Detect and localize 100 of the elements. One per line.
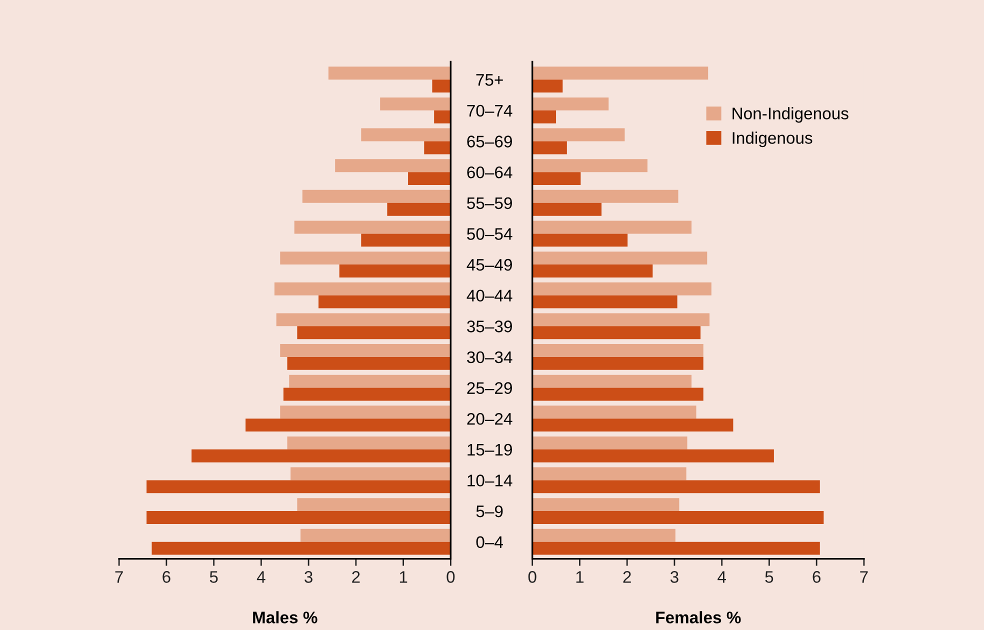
- bar: [532, 406, 696, 419]
- y-tick-label: 75+: [476, 74, 503, 86]
- bar: [532, 467, 686, 480]
- bar: [387, 202, 451, 216]
- bar: [532, 159, 648, 172]
- bar: [297, 326, 451, 340]
- bar: [532, 80, 563, 93]
- bar: [532, 282, 712, 296]
- legend-label: Indigenous: [732, 132, 812, 148]
- bar: [280, 252, 451, 265]
- bar: [380, 97, 451, 110]
- bar: [532, 542, 820, 555]
- bar: [280, 344, 451, 357]
- bar: [283, 388, 451, 401]
- legend-label: Non-Indigenous: [732, 107, 848, 123]
- bar: [335, 159, 451, 172]
- y-tick-label: 0–4: [476, 536, 503, 548]
- y-tick-label: 65–69: [467, 136, 512, 148]
- bar: [532, 326, 701, 340]
- bar: [300, 528, 451, 542]
- bar: [532, 528, 676, 542]
- bar: [532, 356, 704, 370]
- bar: [532, 234, 628, 247]
- bar: [361, 234, 451, 247]
- bar: [152, 542, 451, 555]
- bar: [408, 172, 451, 186]
- y-tick-label: 5–9: [476, 505, 503, 518]
- y-tick-label: 20–24: [467, 412, 512, 425]
- x-tick-label: 2: [623, 571, 631, 583]
- y-tick-label: 50–54: [467, 228, 512, 240]
- bar: [532, 264, 653, 278]
- bar: [532, 110, 556, 124]
- bar: [318, 295, 451, 308]
- y-tick-label: 25–29: [467, 382, 512, 394]
- bar: [280, 406, 451, 419]
- x-tick-label: 6: [812, 571, 820, 583]
- bar: [302, 190, 451, 203]
- bar: [146, 480, 451, 494]
- y-tick-label: 30–34: [467, 351, 512, 364]
- x-axis-title: Females %: [656, 611, 741, 624]
- x-tick-label: 1: [576, 571, 584, 583]
- bar: [246, 418, 451, 432]
- bar: [532, 418, 734, 432]
- x-tick-label: 4: [718, 571, 726, 583]
- x-tick-label: 3: [670, 571, 678, 583]
- x-tick-label: 5: [765, 571, 774, 583]
- bar: [532, 449, 774, 462]
- x-axis-title: Males %: [253, 611, 318, 624]
- y-tick-label: 45–49: [466, 258, 512, 271]
- y-tick-label: 60–64: [467, 166, 512, 178]
- y-tick-label: 70–74: [467, 104, 512, 117]
- bar: [532, 344, 704, 357]
- bar: [297, 498, 451, 512]
- y-tick-label: 55–59: [467, 197, 512, 210]
- bar: [532, 498, 680, 512]
- bar: [290, 467, 451, 480]
- x-tick-label: 3: [304, 571, 312, 583]
- x-tick-label: 7: [860, 571, 868, 583]
- x-tick-label: 4: [256, 571, 266, 583]
- bar: [434, 110, 451, 124]
- bar: [276, 313, 451, 326]
- bar: [532, 511, 824, 524]
- bar: [532, 388, 704, 401]
- bar: [146, 511, 451, 524]
- x-tick-label: 5: [210, 571, 218, 583]
- bar: [532, 128, 625, 142]
- x-tick-label: 1: [400, 571, 408, 583]
- bar: [532, 141, 567, 154]
- bar: [339, 264, 451, 278]
- bar: [532, 252, 708, 265]
- bar: [532, 202, 602, 216]
- bar: [532, 97, 609, 110]
- bar: [294, 220, 451, 234]
- bar: [192, 449, 451, 462]
- y-tick-label: 15–19: [468, 444, 512, 456]
- bar: [532, 436, 688, 450]
- bar: [532, 374, 692, 388]
- y-tick-label: 10–14: [468, 474, 512, 486]
- bar: [424, 141, 451, 154]
- bar: [532, 66, 708, 80]
- bar: [532, 295, 678, 308]
- bar: [532, 220, 692, 234]
- x-tick-label: 2: [352, 571, 360, 583]
- bar: [287, 356, 451, 370]
- bar: [287, 436, 451, 450]
- x-tick-label: 0: [528, 571, 536, 583]
- x-tick-label: 6: [162, 571, 170, 583]
- bar: [432, 80, 451, 93]
- bar: [274, 282, 451, 296]
- bar: [361, 128, 451, 142]
- y-tick-label: 40–44: [466, 290, 512, 302]
- bar: [532, 172, 581, 186]
- bar: [289, 374, 451, 388]
- bar: [532, 313, 710, 326]
- x-tick-label: 0: [446, 571, 455, 583]
- x-tick-label: 7: [115, 571, 123, 583]
- bar: [532, 480, 820, 494]
- bar: [532, 190, 678, 203]
- y-tick-label: 35–39: [467, 320, 512, 332]
- bar: [328, 66, 451, 80]
